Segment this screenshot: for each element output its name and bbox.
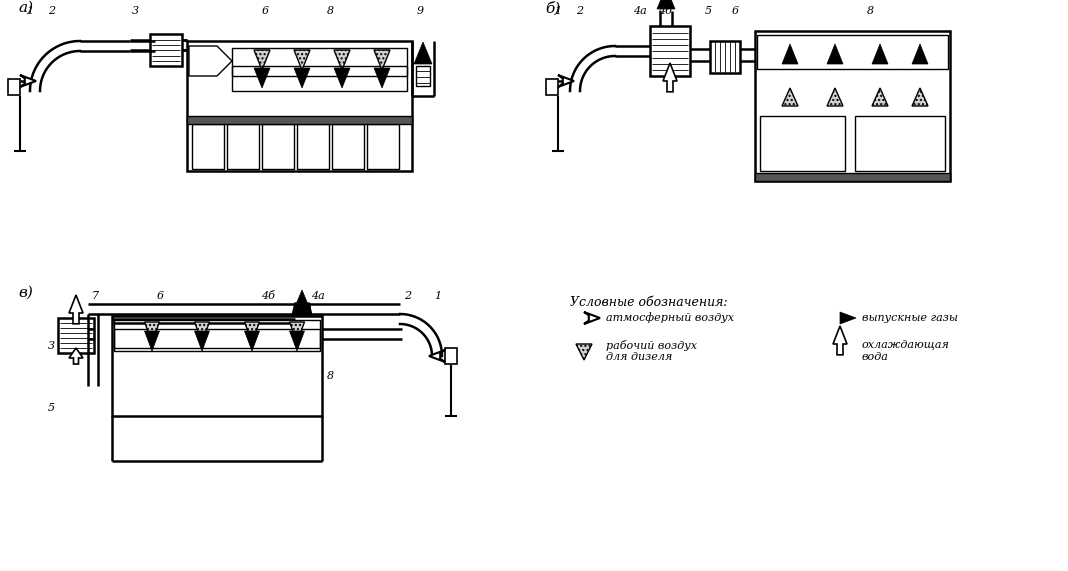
Bar (755, 31, 951, 181)
Polygon shape (144, 322, 159, 342)
Polygon shape (871, 44, 888, 64)
Polygon shape (374, 50, 390, 70)
Bar (760, 116, 845, 171)
Polygon shape (20, 75, 36, 87)
Bar (367, 124, 399, 169)
Polygon shape (245, 322, 260, 342)
Polygon shape (334, 68, 350, 88)
Polygon shape (841, 312, 855, 324)
Bar (417, 66, 430, 86)
Text: 6: 6 (156, 291, 163, 301)
Text: выпускные газы: выпускные газы (862, 313, 958, 323)
Polygon shape (144, 331, 159, 351)
Bar (192, 124, 224, 169)
Polygon shape (292, 290, 312, 314)
Text: 4а: 4а (311, 291, 325, 301)
Polygon shape (334, 50, 350, 70)
Polygon shape (294, 68, 310, 88)
Polygon shape (254, 68, 270, 88)
Polygon shape (289, 331, 304, 351)
Text: 6: 6 (732, 6, 739, 16)
Bar (755, 173, 951, 181)
Polygon shape (833, 326, 847, 355)
Polygon shape (254, 50, 270, 70)
Polygon shape (429, 350, 445, 362)
Text: 3: 3 (131, 6, 139, 16)
Bar (150, 34, 182, 66)
Polygon shape (69, 295, 83, 324)
Polygon shape (827, 44, 843, 64)
Polygon shape (912, 88, 928, 106)
Text: а): а) (18, 1, 33, 15)
Polygon shape (245, 331, 260, 351)
Polygon shape (557, 75, 574, 87)
Text: 8: 8 (866, 6, 874, 16)
Bar (7, 79, 20, 95)
Bar (650, 26, 690, 76)
Polygon shape (292, 303, 312, 316)
Bar (187, 41, 412, 171)
Polygon shape (374, 68, 390, 88)
Polygon shape (912, 44, 928, 64)
Text: 1: 1 (554, 6, 562, 16)
Text: 2: 2 (48, 6, 56, 16)
Polygon shape (194, 322, 209, 342)
Polygon shape (663, 63, 677, 92)
Bar (232, 66, 407, 91)
Bar (187, 116, 412, 124)
Bar (114, 320, 320, 348)
Text: 3: 3 (48, 341, 54, 351)
Bar (227, 124, 260, 169)
Text: 2: 2 (577, 6, 583, 16)
Text: б): б) (545, 1, 561, 15)
Text: 4б: 4б (261, 291, 274, 301)
Polygon shape (782, 44, 798, 64)
Bar (114, 329, 320, 351)
Polygon shape (289, 322, 304, 342)
Bar (112, 316, 321, 416)
Text: 8: 8 (327, 371, 333, 381)
Text: 5: 5 (705, 6, 711, 16)
Text: 5: 5 (48, 403, 54, 413)
Polygon shape (782, 88, 798, 106)
Bar (757, 35, 948, 69)
Text: 4б: 4б (658, 6, 672, 16)
Bar (332, 124, 364, 169)
Bar (58, 318, 94, 353)
Text: 9: 9 (417, 6, 424, 16)
Text: 6: 6 (262, 6, 268, 16)
Polygon shape (584, 312, 600, 324)
Text: 1: 1 (435, 291, 441, 301)
Polygon shape (827, 88, 843, 106)
Bar (297, 124, 329, 169)
Bar (232, 48, 407, 76)
Text: рабочий воздух
для дизеля: рабочий воздух для дизеля (606, 340, 697, 363)
Polygon shape (69, 348, 83, 364)
Polygon shape (576, 344, 592, 360)
Bar (855, 116, 945, 171)
Bar (546, 79, 557, 95)
Polygon shape (657, 0, 675, 9)
Bar (262, 124, 294, 169)
Polygon shape (414, 42, 431, 64)
Text: 1: 1 (27, 6, 33, 16)
Text: 4а: 4а (633, 6, 647, 16)
Text: атмосферный воздух: атмосферный воздух (606, 312, 734, 323)
Text: охлаждающая
вода: охлаждающая вода (862, 340, 949, 362)
Polygon shape (871, 88, 888, 106)
Polygon shape (194, 331, 209, 351)
Text: 2: 2 (405, 291, 411, 301)
Bar (445, 348, 457, 364)
Text: в): в) (18, 286, 33, 300)
Bar (710, 41, 740, 73)
Polygon shape (294, 50, 310, 70)
Text: 8: 8 (327, 6, 333, 16)
Polygon shape (189, 46, 232, 76)
Text: Условные обозначения:: Условные обозначения: (570, 296, 727, 309)
Text: 7: 7 (92, 291, 98, 301)
